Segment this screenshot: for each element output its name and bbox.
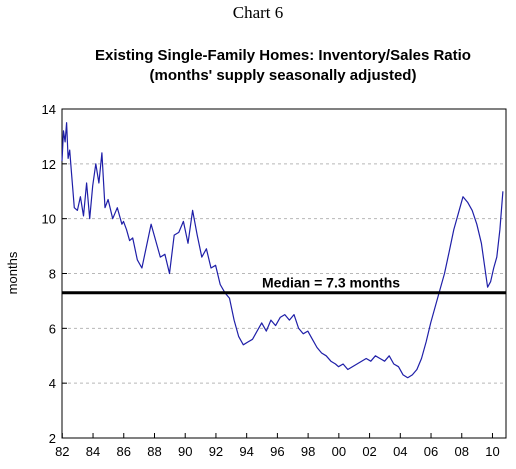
x-tick-label: 90 <box>178 444 192 459</box>
plot-frame <box>61 108 507 439</box>
inventory-sales-ratio-line <box>61 122 504 379</box>
y-tick-label: 4 <box>49 376 56 391</box>
x-tick-label: 82 <box>55 444 69 459</box>
x-tick-label: 84 <box>86 444 100 459</box>
y-tick-label: 12 <box>42 157 56 172</box>
y-tick-label: 2 <box>49 431 56 446</box>
x-tick-label: 86 <box>117 444 131 459</box>
x-tick-label: 88 <box>147 444 161 459</box>
chart-number-label: Chart 6 <box>233 3 284 22</box>
x-tick-label: 08 <box>455 444 469 459</box>
x-tick-labels: 82 84 86 88 90 92 94 96 98 00 02 04 06 08 10 <box>55 444 500 459</box>
x-tick-label: 06 <box>424 444 438 459</box>
x-tick-label: 94 <box>239 444 253 459</box>
median-label: Median = 7.3 months <box>262 275 400 291</box>
x-tick-label: 04 <box>393 444 407 459</box>
y-tick-label: 8 <box>49 267 56 282</box>
y-tick-label: 14 <box>42 102 56 117</box>
y-tick-label: 6 <box>49 321 56 336</box>
gridlines <box>61 108 506 439</box>
x-tick-label: 10 <box>485 444 499 459</box>
y-tick-labels: 2 4 6 8 10 12 14 <box>42 102 56 446</box>
x-tick-label: 02 <box>362 444 376 459</box>
y-axis-label: months <box>5 251 20 294</box>
chart-subtitle: (months' supply seasonally adjusted) <box>150 67 417 84</box>
x-tick-label: 98 <box>301 444 315 459</box>
x-tick-label: 92 <box>209 444 223 459</box>
x-tick-label: 96 <box>270 444 284 459</box>
x-tick-label: 00 <box>332 444 346 459</box>
chart-title: Existing Single-Family Homes: Inventory/… <box>95 47 471 64</box>
y-tick-label: 10 <box>42 212 56 227</box>
